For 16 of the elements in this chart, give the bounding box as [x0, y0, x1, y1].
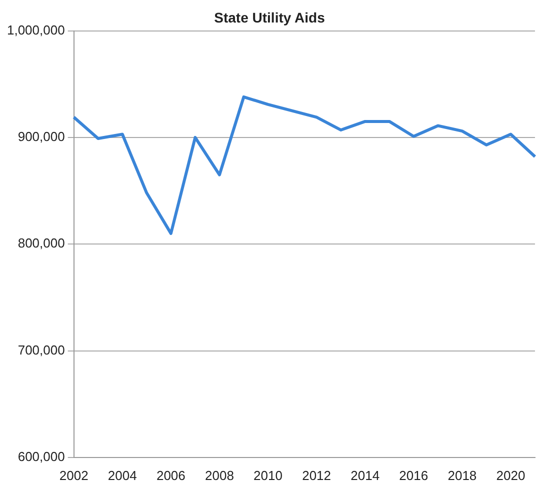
- y-tick-label: 600,000: [18, 448, 65, 464]
- x-tick-label: 2008: [205, 468, 234, 483]
- x-tick-label: 2002: [59, 468, 88, 483]
- x-tick-label: 2006: [156, 468, 186, 483]
- y-tick-label: 900,000: [18, 129, 65, 144]
- chart-title: State Utility Aids: [214, 9, 326, 26]
- x-tick-label: 2004: [108, 468, 137, 483]
- x-tick-label: 2020: [496, 468, 526, 483]
- y-tick-label: 800,000: [18, 236, 65, 251]
- x-tick-label: 2014: [350, 468, 380, 483]
- y-tick-label: 700,000: [18, 342, 65, 358]
- x-tick-label: 2018: [448, 468, 477, 483]
- x-tick-label: 2016: [399, 468, 428, 483]
- x-tick-label: 2010: [254, 468, 282, 483]
- x-tick-label: 2012: [302, 468, 332, 483]
- y-tick-label: 1,000,000: [6, 22, 65, 38]
